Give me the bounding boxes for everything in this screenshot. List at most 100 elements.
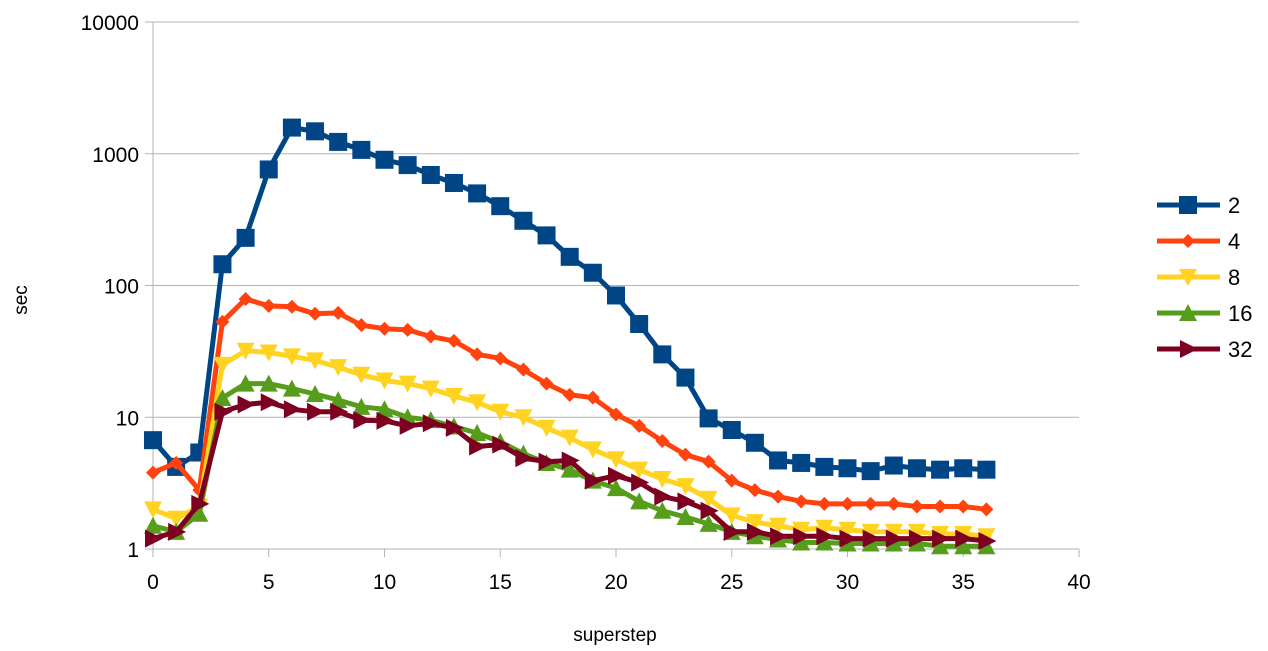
data-point bbox=[746, 522, 765, 541]
data-point bbox=[676, 478, 695, 496]
data-point bbox=[676, 507, 695, 525]
data-point bbox=[979, 502, 994, 517]
data-point bbox=[653, 501, 672, 519]
x-ticks: 0 5 10 15 20 25 30 35 40 bbox=[147, 549, 1091, 594]
data-point bbox=[446, 333, 461, 348]
data-point bbox=[306, 385, 325, 403]
data-point bbox=[584, 471, 603, 490]
data-point bbox=[909, 499, 924, 514]
data-point bbox=[699, 514, 718, 532]
data-point bbox=[722, 507, 741, 525]
y-axis-title: sec bbox=[11, 285, 32, 315]
data-point bbox=[839, 529, 858, 548]
data-point bbox=[815, 457, 834, 476]
legend-item: 16 bbox=[1157, 301, 1252, 326]
data-point bbox=[630, 492, 649, 510]
legend-label: 4 bbox=[1228, 229, 1240, 254]
data-point bbox=[491, 197, 510, 216]
data-point bbox=[608, 466, 626, 485]
data-point bbox=[468, 184, 487, 203]
data-point bbox=[771, 489, 786, 504]
data-point bbox=[724, 473, 739, 488]
data-point bbox=[677, 492, 696, 511]
x-tick-label: 0 bbox=[147, 571, 159, 594]
legend-item: 2 bbox=[1157, 193, 1240, 218]
series-layer bbox=[144, 118, 997, 555]
data-point bbox=[190, 504, 209, 522]
data-point bbox=[144, 431, 162, 450]
data-point bbox=[375, 372, 394, 390]
x-tick-label: 10 bbox=[373, 571, 396, 594]
data-point bbox=[538, 452, 557, 471]
data-point bbox=[236, 374, 255, 392]
y-ticks: 1 10 100 1000 10000 bbox=[81, 12, 153, 562]
data-point bbox=[722, 421, 741, 440]
data-point bbox=[816, 527, 835, 546]
data-point bbox=[444, 173, 463, 192]
legend: 2 4 8 16 32 bbox=[1157, 193, 1252, 362]
data-point bbox=[537, 226, 556, 245]
legend-swatch-marker bbox=[1179, 269, 1197, 286]
data-point bbox=[282, 348, 301, 366]
data-point bbox=[213, 388, 232, 406]
data-point bbox=[168, 522, 187, 541]
data-point bbox=[863, 496, 878, 511]
data-point bbox=[284, 299, 299, 314]
legend-swatch-marker bbox=[1181, 234, 1195, 248]
legend-item: 32 bbox=[1157, 337, 1252, 362]
legend-label: 32 bbox=[1228, 337, 1252, 362]
x-tick-label: 5 bbox=[263, 571, 275, 594]
data-point bbox=[700, 501, 719, 520]
data-point bbox=[678, 447, 693, 462]
data-point bbox=[515, 449, 534, 468]
data-point bbox=[583, 441, 602, 459]
data-point bbox=[468, 394, 487, 412]
data-point bbox=[398, 375, 417, 393]
data-point bbox=[354, 318, 369, 333]
data-point bbox=[261, 298, 276, 313]
data-point bbox=[329, 359, 348, 377]
data-point bbox=[259, 344, 278, 362]
data-point bbox=[144, 501, 162, 519]
y-tick-label: 1000 bbox=[92, 144, 139, 167]
data-point bbox=[932, 529, 951, 548]
data-point bbox=[400, 322, 415, 337]
data-point bbox=[470, 347, 485, 362]
x-tick-label: 35 bbox=[952, 571, 975, 594]
data-point bbox=[352, 140, 371, 159]
data-point bbox=[631, 473, 650, 492]
data-point bbox=[167, 510, 186, 528]
data-point bbox=[445, 418, 464, 437]
legend-label: 16 bbox=[1228, 301, 1252, 326]
data-point bbox=[214, 402, 233, 421]
data-point bbox=[468, 423, 487, 441]
data-point bbox=[145, 529, 163, 548]
data-point bbox=[838, 459, 857, 478]
data-point bbox=[375, 400, 394, 418]
data-point bbox=[792, 533, 811, 551]
data-point bbox=[907, 523, 926, 541]
data-point bbox=[769, 517, 788, 535]
data-point bbox=[676, 368, 695, 387]
data-point bbox=[770, 527, 789, 546]
data-point bbox=[817, 496, 832, 511]
data-point bbox=[699, 490, 718, 508]
x-tick-label: 30 bbox=[836, 571, 859, 594]
data-point bbox=[954, 459, 973, 478]
data-point bbox=[607, 479, 625, 497]
data-point bbox=[213, 255, 232, 274]
data-point bbox=[260, 393, 279, 412]
data-point bbox=[655, 434, 670, 449]
data-point bbox=[377, 321, 392, 336]
data-point bbox=[238, 291, 253, 306]
data-point bbox=[931, 537, 950, 555]
data-point bbox=[861, 523, 880, 541]
x-tick-label: 20 bbox=[604, 571, 627, 594]
x-tick-label: 15 bbox=[489, 571, 512, 594]
data-point bbox=[653, 470, 672, 488]
data-point bbox=[794, 494, 809, 509]
data-point bbox=[931, 460, 950, 479]
data-point bbox=[352, 397, 371, 415]
data-point bbox=[560, 247, 579, 266]
